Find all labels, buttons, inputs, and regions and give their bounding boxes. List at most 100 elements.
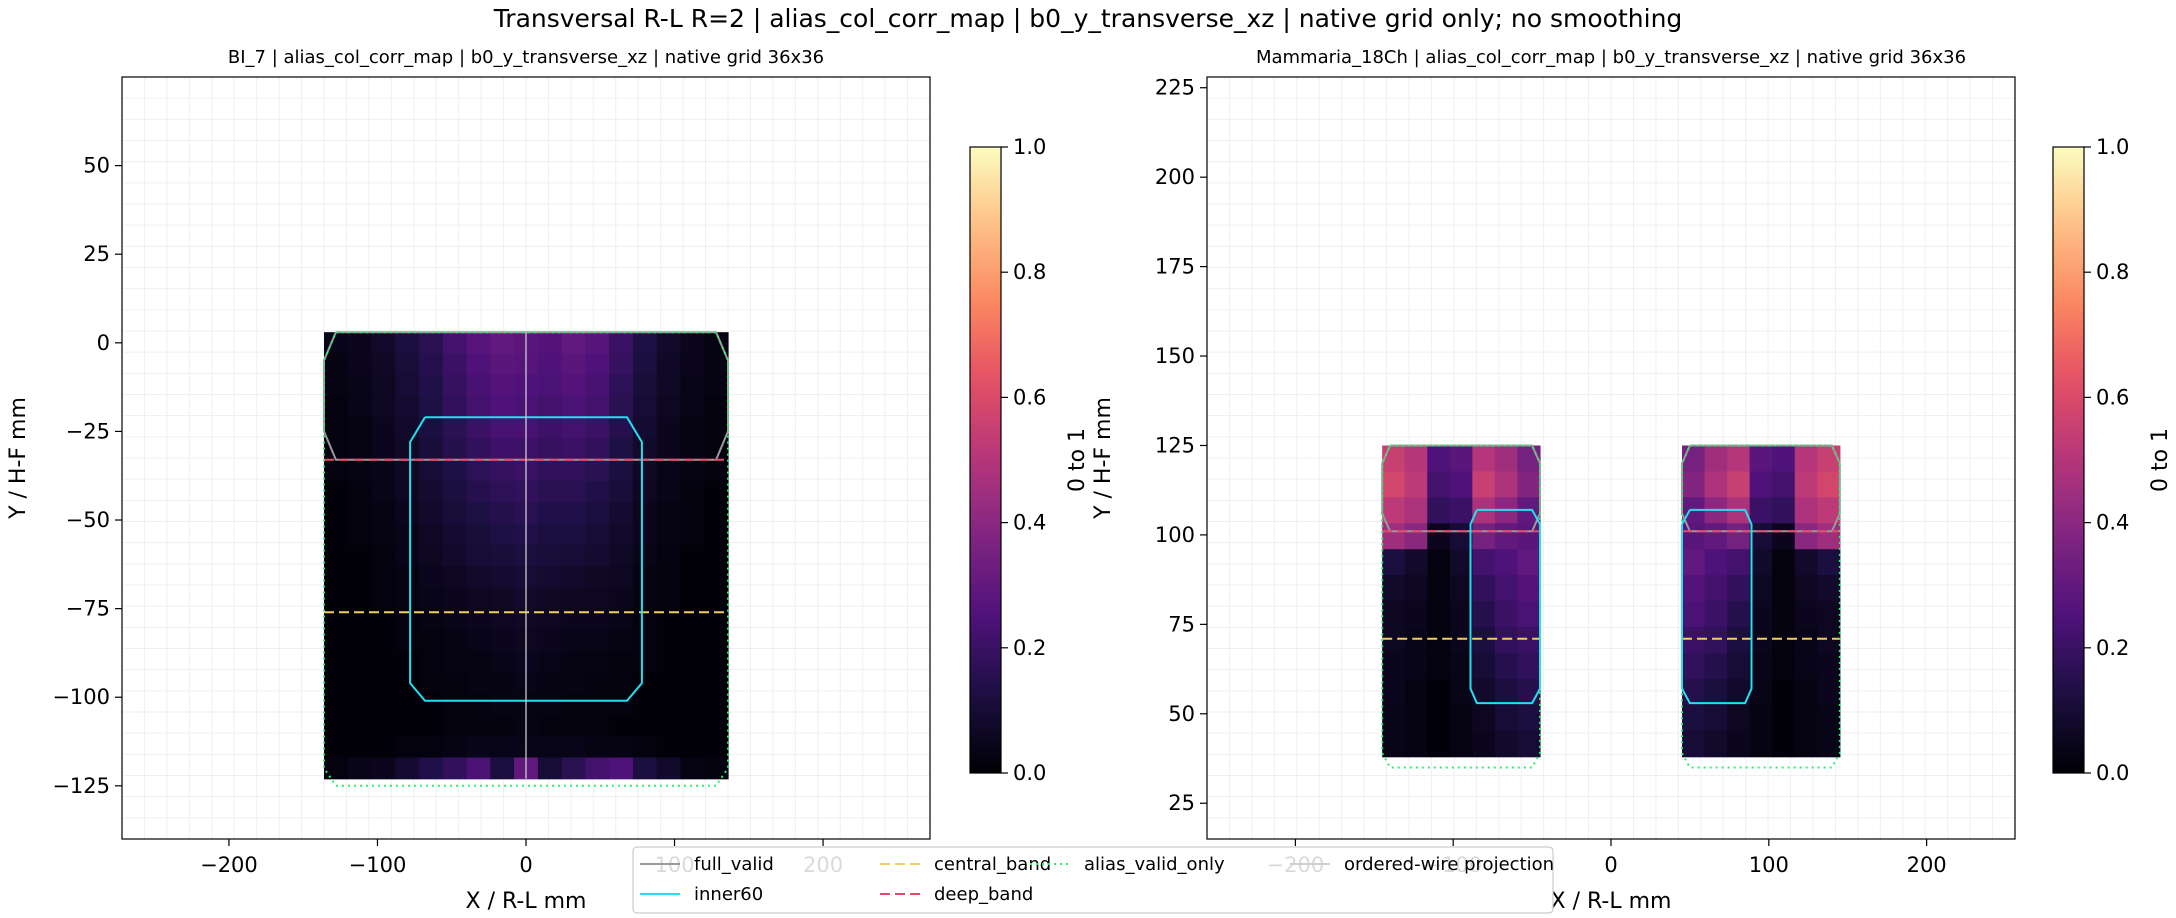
heatmap-cell — [419, 608, 444, 631]
heatmap-cell — [704, 502, 729, 525]
heatmap-cell — [609, 651, 634, 674]
heatmap-cell — [324, 395, 349, 418]
heatmap-cell — [442, 438, 468, 461]
heatmap-cell — [1449, 730, 1473, 758]
heatmap-cell — [561, 587, 587, 610]
heatmap-cell — [1772, 730, 1796, 758]
heatmap-cell — [419, 629, 444, 652]
legend-label: alias_valid_only — [1084, 854, 1225, 875]
heatmap-cell — [490, 459, 515, 482]
heatmap-cell — [395, 544, 420, 567]
heatmap-cell — [1817, 627, 1841, 654]
heatmap-cell — [490, 693, 515, 716]
heatmap-cell — [490, 481, 515, 503]
heatmap-cell — [1382, 730, 1406, 758]
colorbar-bar — [969, 146, 1002, 774]
heatmap-cell — [1472, 549, 1496, 576]
heatmap-cell — [585, 459, 610, 482]
heatmap-cell — [561, 523, 587, 546]
colorbar-tick-label: 0.0 — [1013, 761, 1046, 785]
heatmap-cell — [1404, 549, 1428, 576]
heatmap-cell — [347, 502, 373, 525]
heatmap-cell — [1817, 678, 1841, 706]
heatmap-cell — [442, 523, 468, 546]
heatmap-cell — [1749, 471, 1773, 498]
legend-item-central-band: central_band — [880, 854, 1051, 875]
heatmap-cell — [1404, 445, 1428, 473]
heatmap-cell — [1494, 549, 1519, 576]
heatmap-cell — [1727, 601, 1751, 628]
heatmap-cell — [466, 587, 491, 610]
heatmap-cell — [466, 353, 491, 376]
full-valid-line — [1681, 444, 1841, 533]
heatmap-cell — [1517, 549, 1541, 576]
heatmap-cell — [419, 544, 444, 567]
heatmap-cell — [1727, 523, 1751, 550]
heatmap-cell — [1427, 601, 1451, 628]
heatmap-cell — [442, 417, 468, 440]
heatmap-cell — [632, 481, 658, 503]
heatmap-cell — [561, 374, 587, 397]
heatmap-cell — [371, 459, 396, 482]
heatmap-cell — [1472, 601, 1496, 628]
inner60-line — [1681, 508, 1753, 705]
heatmap-cell — [1449, 549, 1473, 576]
heatmap-cell — [442, 353, 468, 376]
heatmap-cell — [704, 417, 729, 440]
heatmap-cell — [609, 438, 634, 461]
heatmap-cell — [466, 544, 491, 567]
heatmap-block — [1382, 445, 1541, 758]
heatmap-cell — [442, 714, 468, 737]
heatmap-cell — [537, 523, 563, 546]
heatmap-cell — [537, 651, 563, 674]
heatmap-cell — [1772, 445, 1796, 473]
heatmap-cell — [656, 353, 682, 376]
heatmap-cell — [585, 374, 610, 397]
heatmap-cell — [632, 672, 658, 695]
heatmap-cell — [1517, 523, 1541, 550]
heatmap-cell — [395, 693, 420, 716]
heatmap-cell — [656, 544, 682, 567]
heatmap-cell — [466, 438, 491, 461]
heatmap-cell — [442, 566, 468, 588]
heatmap-cell — [466, 417, 491, 440]
heatmap-cell — [680, 523, 705, 546]
colorbar-tick-label: 0.0 — [2096, 761, 2129, 785]
heatmap-cell — [1382, 704, 1406, 732]
heatmap-cell — [561, 714, 587, 737]
heatmap-cell — [371, 395, 396, 418]
heatmap-cell — [656, 332, 682, 355]
heatmap-cell — [466, 332, 491, 355]
heatmap-cell — [324, 459, 349, 482]
heatmap-cell — [442, 481, 468, 503]
heatmap-cell — [395, 608, 420, 631]
heatmap-cell — [1794, 652, 1818, 680]
y-tick-label: 50 — [83, 154, 110, 178]
heatmap-cell — [1449, 523, 1473, 550]
heatmap-cell — [1382, 523, 1406, 550]
heatmap-cell — [371, 438, 396, 461]
heatmap-cell — [1749, 730, 1773, 758]
colorbar-label: 0 to 1 — [1065, 428, 1090, 492]
heatmap-cell — [395, 395, 420, 418]
heatmap-cell — [1472, 523, 1496, 550]
heatmap-cell — [1704, 471, 1728, 498]
heatmap-cell — [1494, 627, 1519, 654]
heatmap-cell — [704, 757, 729, 780]
heatmap-cell — [537, 587, 563, 610]
heatmap-cell — [347, 438, 373, 461]
legend-label: inner60 — [694, 884, 763, 905]
heatmap-cell — [1404, 627, 1428, 654]
heatmap-cell — [656, 714, 682, 737]
heatmap-cell — [1517, 575, 1541, 602]
heatmap-cell — [324, 566, 349, 588]
heatmap-cell — [371, 544, 396, 567]
heatmap-cell — [1682, 523, 1706, 550]
y-tick-label: 200 — [1155, 165, 1195, 189]
panel-title: Mammaria_18Ch | alias_col_corr_map | b0_… — [1256, 47, 1966, 68]
heatmap-cell — [1817, 497, 1841, 524]
heatmap-cell — [680, 395, 705, 418]
heatmap-cell — [1449, 497, 1473, 524]
heatmap-cell — [585, 736, 610, 759]
heatmap-cell — [395, 651, 420, 674]
